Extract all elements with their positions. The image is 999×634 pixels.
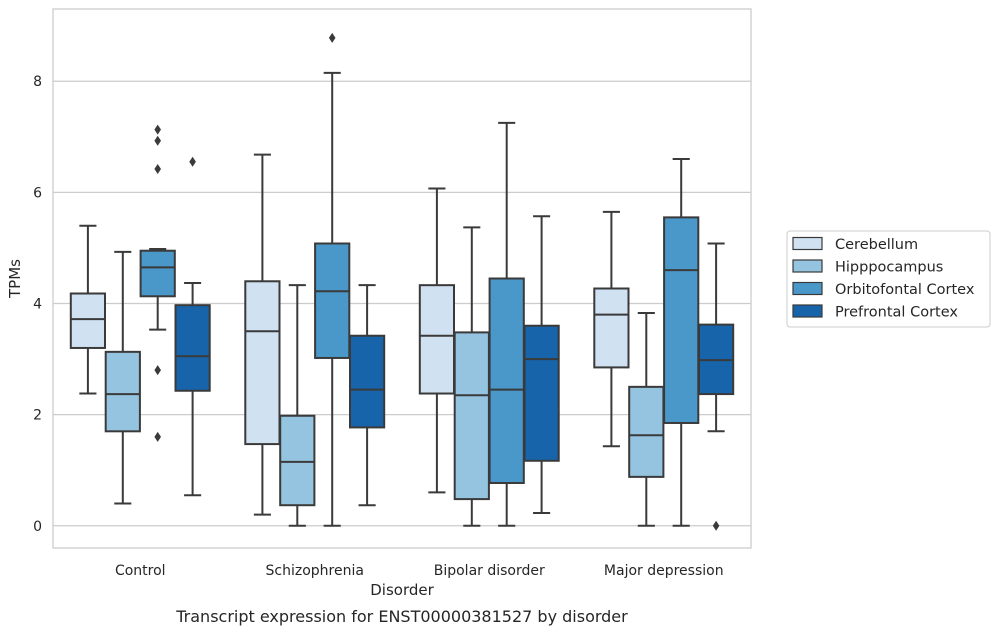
y-tick-label: 8	[33, 74, 42, 90]
box-body	[69, 292, 107, 349]
y-tick-label: 4	[33, 297, 42, 313]
y-axis-ticks: 0 2 4 6 8	[33, 74, 42, 535]
x-tick-label: Major depression	[604, 563, 724, 579]
legend-swatch	[792, 281, 823, 296]
outlier-point	[712, 520, 720, 531]
outlier-point	[154, 431, 161, 442]
box-body	[523, 324, 560, 462]
y-axis-label: TPMs	[6, 259, 24, 299]
box-3-1	[628, 311, 665, 527]
chart-caption: Transcript expression for ENST0000038152…	[175, 607, 628, 626]
outlier-point	[154, 135, 161, 146]
legend-label: Prefrontal Cortex	[835, 305, 958, 321]
box-body	[314, 242, 351, 359]
box-body	[663, 216, 700, 424]
box-body	[348, 334, 386, 429]
x-tick-label: Schizophrenia	[266, 563, 364, 579]
x-axis-label: Disorder	[370, 581, 434, 599]
box-body	[593, 287, 630, 369]
box-body	[139, 249, 176, 298]
box-3-0	[593, 210, 630, 448]
box-series	[69, 32, 735, 531]
legend-swatch	[792, 259, 823, 273]
box-body	[279, 414, 316, 507]
y-tick-label: 6	[33, 185, 42, 201]
x-tick-label: Bipolar disorder	[434, 563, 545, 579]
x-axis-ticks: Control Schizophrenia Bipolar disorder Majo…	[115, 563, 724, 579]
box-1-1	[279, 284, 316, 527]
legend: Cerebellum Hipppocampus Orbitofontal Corte…	[786, 230, 991, 328]
outlier-point	[189, 156, 196, 167]
box-0-0	[69, 224, 107, 395]
box-1-2	[314, 32, 351, 527]
legend-label: Cerebellum	[835, 237, 918, 253]
legend-label: Orbitofontal Cortex	[835, 282, 975, 298]
outlier-point	[328, 32, 336, 43]
box-2-1	[453, 226, 490, 527]
box-body	[174, 304, 211, 392]
y-tick-label: 0	[33, 519, 42, 535]
box-0-2	[139, 124, 176, 442]
outlier-point	[154, 365, 161, 376]
box-body	[244, 280, 281, 446]
y-tick-label: 2	[33, 408, 42, 424]
box-body	[453, 331, 490, 501]
x-tick-label: Control	[115, 563, 166, 579]
outlier-point	[154, 124, 161, 135]
box-3-3	[697, 242, 735, 531]
box-body	[418, 284, 456, 395]
box-body	[488, 277, 525, 484]
outlier-point	[154, 164, 161, 175]
box-1-3	[348, 284, 386, 507]
box-1-0	[244, 153, 281, 516]
legend-frame	[786, 230, 991, 328]
box-0-1	[104, 250, 141, 505]
legend-swatch	[792, 304, 823, 318]
box-body	[628, 385, 665, 478]
legend-label: Hipppocampus	[835, 260, 943, 276]
box-0-3	[174, 156, 211, 497]
legend-swatch	[792, 236, 823, 251]
box-2-0	[418, 187, 456, 494]
box-2-2	[488, 121, 525, 527]
box-2-3	[523, 215, 560, 514]
box-3-2	[663, 158, 700, 527]
box-body	[104, 350, 141, 433]
